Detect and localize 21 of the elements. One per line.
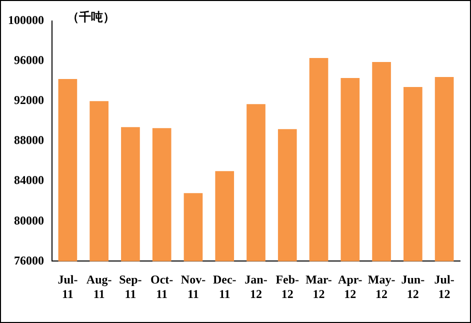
x-tick-label: Nov-11: [180, 272, 206, 301]
y-tick-label: 88000: [14, 133, 44, 148]
y-tick-label: 100000: [8, 13, 44, 28]
x-tick-label: Jan-12: [244, 272, 268, 301]
x-tick-label: Jul-12: [434, 272, 454, 301]
y-tick-label: 80000: [14, 213, 44, 228]
x-tick-label: Dec-11: [212, 272, 236, 301]
y-tick-label: 96000: [14, 53, 44, 68]
x-tick-label: May-12: [368, 272, 396, 301]
y-tick-label: 92000: [14, 93, 44, 108]
y-tick-label: 84000: [14, 173, 44, 188]
x-tick-label: Aug-11: [86, 272, 112, 301]
x-tick-label: Feb-12: [276, 272, 300, 301]
y-tick-label: 76000: [14, 253, 44, 268]
x-tick-label: Oct-11: [150, 272, 174, 301]
x-tick-label: Mar-12: [306, 272, 332, 301]
x-tick-label: Jul-11: [58, 272, 78, 301]
x-tick-label: Apr-12: [338, 272, 362, 301]
x-tick-label: Sep-11: [119, 272, 142, 301]
x-tick-label: Jun-12: [401, 272, 425, 301]
y-axis-title: （千吨）: [67, 9, 115, 26]
